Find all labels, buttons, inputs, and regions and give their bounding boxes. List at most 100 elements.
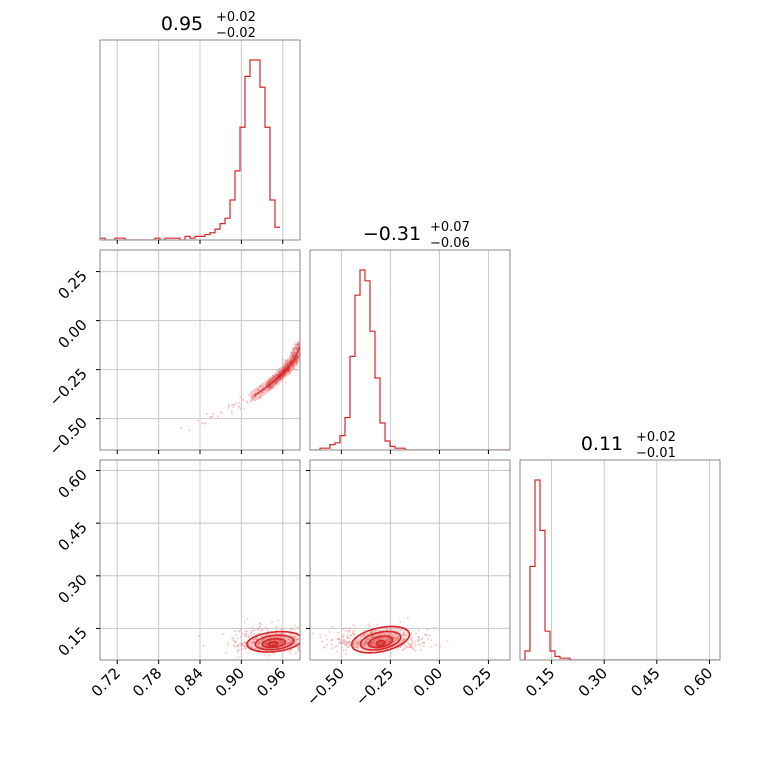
scatter-point bbox=[279, 641, 282, 644]
scatter-points bbox=[180, 342, 303, 432]
scatter-point bbox=[342, 633, 345, 636]
scatter-point bbox=[244, 634, 247, 637]
scatter-point bbox=[256, 628, 259, 631]
scatter-point bbox=[293, 354, 296, 357]
scatter-point bbox=[296, 343, 299, 346]
scatter-point bbox=[337, 637, 340, 640]
scatter-point bbox=[301, 638, 303, 640]
scatter-point bbox=[372, 642, 375, 645]
scatter-point bbox=[409, 635, 412, 638]
scatter-point bbox=[426, 637, 429, 640]
scatter-point bbox=[317, 639, 319, 641]
scatter-point bbox=[296, 638, 299, 641]
panel-title: 0.11 +0.02−0.01 bbox=[581, 430, 676, 461]
scatter-point bbox=[293, 364, 296, 367]
scatter-point bbox=[258, 628, 261, 631]
scatter-point bbox=[276, 632, 279, 635]
scatter-point bbox=[256, 642, 259, 645]
scatter-point bbox=[265, 641, 268, 644]
scatter-point bbox=[246, 617, 249, 620]
scatter-point bbox=[396, 636, 399, 639]
scatter-point bbox=[345, 642, 348, 645]
title-plus: +0.07 bbox=[430, 220, 470, 235]
scatter-point bbox=[364, 642, 367, 645]
scatter-point bbox=[284, 360, 287, 363]
scatter-point bbox=[369, 631, 372, 634]
scatter-point bbox=[256, 388, 259, 391]
scatter-point bbox=[295, 357, 298, 360]
scatter-point bbox=[288, 371, 291, 374]
scatter-point bbox=[385, 641, 388, 644]
scatter-point bbox=[342, 639, 345, 642]
scatter-point bbox=[409, 643, 412, 646]
scatter-point bbox=[402, 638, 405, 641]
scatter-point bbox=[266, 629, 269, 632]
scatter-point bbox=[235, 633, 238, 636]
scatter-point bbox=[278, 641, 281, 644]
scatter-point bbox=[365, 632, 368, 635]
scatter-point bbox=[250, 642, 253, 645]
scatter-point bbox=[377, 637, 380, 640]
scatter-point bbox=[409, 638, 412, 641]
scatter-point bbox=[419, 643, 422, 646]
scatter-point bbox=[396, 647, 399, 650]
scatter-point bbox=[261, 629, 264, 632]
scatter-point bbox=[284, 360, 287, 363]
scatter-point bbox=[253, 638, 256, 641]
scatter-point bbox=[294, 640, 297, 643]
scatter-point bbox=[386, 641, 389, 644]
scatter-point bbox=[291, 364, 294, 367]
scatter-point bbox=[280, 627, 283, 630]
scatter-point bbox=[301, 347, 303, 349]
scatter-point bbox=[356, 641, 359, 644]
scatter-point bbox=[296, 361, 299, 364]
scatter-point bbox=[410, 643, 413, 646]
scatter-point bbox=[287, 650, 290, 653]
scatter-point bbox=[232, 406, 235, 409]
scatter-point bbox=[355, 642, 358, 645]
title-minus: −0.01 bbox=[636, 446, 676, 461]
scatter-point bbox=[264, 642, 267, 645]
scatter-point bbox=[380, 641, 383, 644]
scatter-point bbox=[366, 638, 369, 641]
scatter-point bbox=[341, 641, 344, 644]
scatter-point bbox=[286, 362, 289, 365]
scatter-point bbox=[388, 633, 391, 636]
scatter-point bbox=[243, 407, 246, 410]
scatter-point bbox=[271, 387, 274, 390]
scatter-point bbox=[279, 643, 282, 646]
scatter-point bbox=[290, 628, 293, 631]
scatter-point bbox=[293, 628, 296, 631]
scatter-point bbox=[322, 646, 325, 649]
scatter-point bbox=[239, 642, 242, 645]
scatter-point bbox=[265, 642, 268, 645]
scatter-point bbox=[209, 416, 212, 419]
contour-ellipse bbox=[375, 639, 386, 647]
scatter-point bbox=[267, 388, 270, 391]
scatter-point bbox=[313, 640, 315, 642]
scatter-point bbox=[250, 632, 253, 635]
scatter-point bbox=[240, 642, 243, 645]
scatter-point bbox=[289, 360, 292, 363]
scatter-point bbox=[236, 643, 239, 646]
scatter-point bbox=[355, 641, 358, 644]
scatter-point bbox=[264, 627, 267, 630]
scatter-point bbox=[296, 344, 299, 347]
scatter-point bbox=[363, 641, 366, 644]
scatter-point bbox=[294, 651, 297, 654]
scatter-point bbox=[378, 643, 381, 646]
scatter-point bbox=[275, 625, 278, 628]
scatter-point bbox=[289, 372, 292, 375]
scatter-point bbox=[258, 641, 261, 644]
scatter-point bbox=[323, 643, 325, 645]
histogram-step-line bbox=[520, 479, 720, 660]
scatter-point bbox=[344, 652, 347, 655]
scatter-point bbox=[297, 638, 300, 641]
scatter-point bbox=[286, 361, 289, 364]
scatter-point bbox=[282, 367, 285, 370]
scatter-point bbox=[251, 629, 254, 632]
scatter-point bbox=[286, 363, 289, 366]
scatter-point bbox=[292, 367, 295, 370]
panel-frame bbox=[519, 459, 721, 661]
scatter-point bbox=[237, 649, 240, 652]
